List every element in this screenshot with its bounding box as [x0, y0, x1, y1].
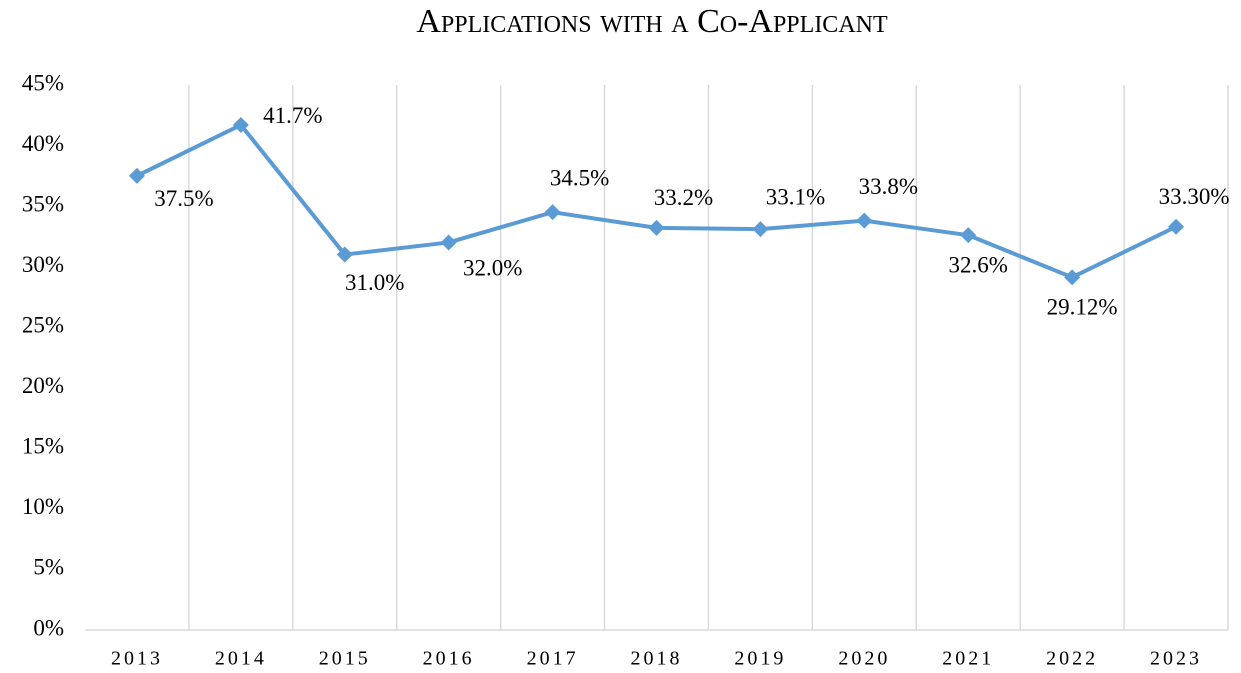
y-tick-label: 40%	[22, 131, 64, 156]
data-label: 32.6%	[949, 252, 1008, 277]
x-tick-label: 2021	[942, 648, 994, 670]
marker	[440, 234, 457, 251]
y-tick-label: 25%	[22, 313, 64, 338]
marker	[648, 219, 665, 236]
marker	[336, 246, 353, 263]
y-tick-label: 30%	[22, 252, 64, 277]
x-tick-label: 2013	[111, 648, 163, 670]
marker	[544, 204, 561, 221]
x-tick-label: 2015	[319, 648, 371, 670]
marker	[232, 116, 249, 133]
x-tick-label: 2022	[1046, 648, 1098, 670]
marker	[960, 227, 977, 244]
y-tick-label: 0%	[33, 615, 64, 640]
data-label: 33.2%	[654, 185, 713, 210]
data-label: 33.1%	[766, 184, 825, 209]
data-label: 34.5%	[550, 165, 609, 190]
x-tick-label: 2014	[215, 648, 267, 670]
marker	[752, 221, 769, 238]
marker	[1168, 218, 1185, 235]
x-tick-label: 2016	[423, 648, 475, 670]
x-tick-label: 2019	[734, 648, 786, 670]
chart-title: Applications with a Co-Applicant	[416, 3, 888, 40]
data-label: 41.7%	[263, 103, 322, 128]
marker	[1064, 269, 1081, 286]
x-tick-label: 2023	[1150, 648, 1202, 670]
y-tick-label: 45%	[22, 70, 64, 95]
y-tick-label: 10%	[22, 494, 64, 519]
data-label: 37.5%	[154, 186, 213, 211]
y-tick-label: 20%	[22, 373, 64, 398]
data-label: 32.0%	[463, 256, 522, 281]
marker	[856, 212, 873, 229]
data-label: 33.30%	[1159, 184, 1230, 209]
data-label: 33.8%	[859, 174, 918, 199]
y-tick-label: 15%	[22, 434, 64, 459]
data-label: 31.0%	[345, 270, 404, 295]
x-tick-label: 2020	[838, 648, 890, 670]
x-tick-label: 2018	[631, 648, 683, 670]
y-tick-label: 35%	[22, 191, 64, 216]
y-tick-label: 5%	[33, 555, 64, 580]
data-label: 29.12%	[1047, 295, 1118, 320]
marker	[128, 167, 145, 184]
x-tick-label: 2017	[527, 648, 579, 670]
